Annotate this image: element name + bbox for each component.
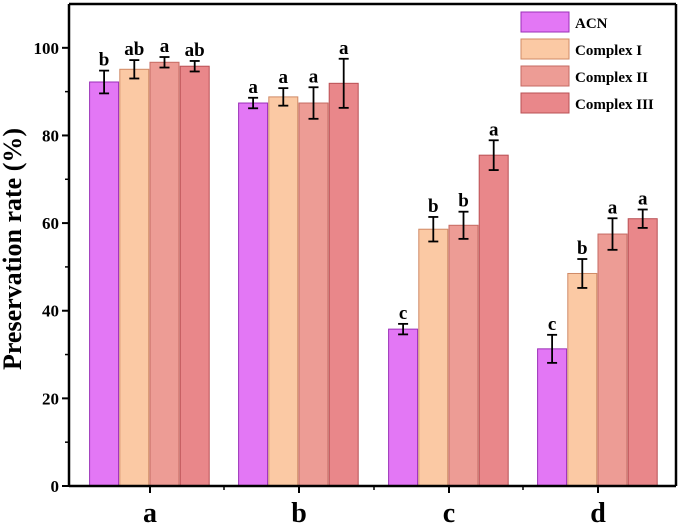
x-tick-label-c: c <box>443 498 455 526</box>
x-tick-label-d: d <box>590 498 606 526</box>
y-tick-label-0: 0 <box>51 477 60 496</box>
x-tick-label-a: a <box>143 498 157 526</box>
significance-label-c-1: b <box>428 196 439 217</box>
legend-swatch-0 <box>520 11 570 33</box>
significance-label-b-1: a <box>279 67 289 88</box>
legend-label-3: Complex III <box>575 97 654 113</box>
bar-a-3 <box>179 65 210 487</box>
bar-a-0 <box>89 81 120 487</box>
significance-label-b-3: a <box>339 38 349 59</box>
significance-label-c-0: c <box>399 303 407 324</box>
bar-b-2 <box>298 102 329 487</box>
significance-label-d-1: b <box>577 238 588 259</box>
y-tick-label-40: 40 <box>42 302 59 321</box>
bar-d-2 <box>597 233 628 487</box>
significance-label-b-0: a <box>248 77 258 98</box>
legend-label-2: Complex II <box>575 70 648 86</box>
bar-c-0 <box>388 328 419 487</box>
significance-label-d-3: a <box>638 189 648 210</box>
significance-label-d-0: c <box>548 314 556 335</box>
y-axis-title: Preservation rate (%) <box>0 128 27 370</box>
legend-swatch-3 <box>520 92 570 114</box>
legend-swatch-1 <box>520 38 570 60</box>
significance-label-a-0: b <box>99 50 110 71</box>
significance-label-b-2: a <box>309 66 319 87</box>
legend-swatch-2 <box>520 65 570 87</box>
bar-a-1 <box>119 68 150 487</box>
y-tick-label-60: 60 <box>42 214 59 233</box>
significance-label-c-2: b <box>458 191 469 212</box>
significance-label-a-1: ab <box>124 39 144 60</box>
bar-c-1 <box>418 228 449 487</box>
y-tick-label-100: 100 <box>34 39 60 58</box>
significance-label-a-3: ab <box>185 40 205 61</box>
significance-label-c-3: a <box>489 119 499 140</box>
bar-d-0 <box>537 348 568 487</box>
bar-b-0 <box>238 102 269 487</box>
bar-c-2 <box>448 224 479 487</box>
bar-d-1 <box>567 272 598 487</box>
bar-c-3 <box>478 154 509 487</box>
significance-label-a-2: a <box>160 36 170 57</box>
bar-a-2 <box>149 61 180 487</box>
x-tick-label-b: b <box>291 498 307 526</box>
bar-d-3 <box>627 218 658 487</box>
bar-b-3 <box>328 82 359 487</box>
significance-label-d-2: a <box>608 197 618 218</box>
legend: ACN Complex I Complex II Complex III <box>520 11 654 114</box>
legend-label-1: Complex I <box>575 43 642 59</box>
y-tick-label-80: 80 <box>42 126 59 145</box>
bar-b-1 <box>268 96 299 487</box>
y-tick-label-20: 20 <box>42 389 59 408</box>
legend-label-0: ACN <box>575 16 608 32</box>
